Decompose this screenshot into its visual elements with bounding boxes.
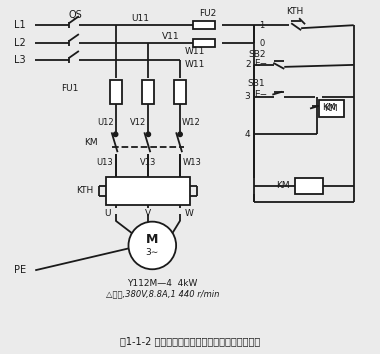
Text: 4: 4 <box>245 130 250 139</box>
Text: KM: KM <box>277 182 290 190</box>
Text: Y112M—4  4kW: Y112M—4 4kW <box>127 279 197 288</box>
Text: U: U <box>104 209 111 218</box>
Text: U12: U12 <box>97 118 114 127</box>
Text: QS: QS <box>68 10 82 20</box>
Text: U13: U13 <box>96 158 112 167</box>
Text: KM: KM <box>322 103 336 112</box>
Circle shape <box>128 222 176 269</box>
Circle shape <box>178 132 182 137</box>
Circle shape <box>113 132 118 137</box>
Text: W: W <box>185 209 194 218</box>
Text: 图1-1-2 具有过载保护的接触器自锁正转控制线路: 图1-1-2 具有过载保护的接触器自锁正转控制线路 <box>120 336 260 346</box>
Text: 1: 1 <box>260 21 265 30</box>
Text: KM: KM <box>324 104 338 113</box>
Text: V11: V11 <box>162 32 180 41</box>
Text: KTH: KTH <box>76 187 94 195</box>
Text: 3: 3 <box>245 92 250 101</box>
Text: KTH: KTH <box>287 7 304 16</box>
Text: FU1: FU1 <box>62 84 79 93</box>
Bar <box>295 178 323 194</box>
Bar <box>110 80 122 104</box>
Text: U11: U11 <box>131 14 149 23</box>
Bar <box>106 177 190 205</box>
Text: FU2: FU2 <box>199 9 216 18</box>
Bar <box>193 39 215 47</box>
Bar <box>142 80 154 104</box>
Text: L1: L1 <box>14 20 26 30</box>
Text: 2: 2 <box>245 61 250 69</box>
Circle shape <box>146 132 150 137</box>
Text: 0: 0 <box>260 39 265 47</box>
Text: △接法,380V,8.8A,1 440 r/min: △接法,380V,8.8A,1 440 r/min <box>106 290 219 298</box>
Text: PE: PE <box>14 265 27 275</box>
Text: L2: L2 <box>14 38 26 48</box>
Text: L3: L3 <box>14 55 26 65</box>
Text: SB2: SB2 <box>248 51 265 59</box>
Text: W13: W13 <box>183 158 202 167</box>
Bar <box>193 21 215 29</box>
Text: V12: V12 <box>130 118 146 127</box>
Bar <box>174 80 186 104</box>
Text: KM: KM <box>84 138 98 147</box>
Text: W11: W11 <box>185 61 206 69</box>
Text: E−: E− <box>254 59 268 68</box>
Text: M: M <box>146 233 158 246</box>
Text: 3∼: 3∼ <box>146 248 159 257</box>
Bar <box>319 99 344 118</box>
Text: W11: W11 <box>185 47 206 57</box>
Text: V13: V13 <box>140 158 157 167</box>
Text: E−: E− <box>254 90 268 99</box>
Text: SB1: SB1 <box>248 79 265 88</box>
Text: V: V <box>145 209 151 218</box>
Text: W12: W12 <box>182 118 201 127</box>
